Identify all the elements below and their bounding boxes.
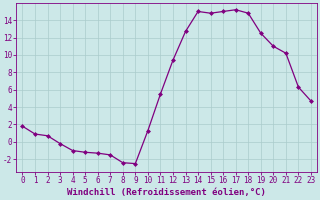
X-axis label: Windchill (Refroidissement éolien,°C): Windchill (Refroidissement éolien,°C) [67, 188, 266, 197]
